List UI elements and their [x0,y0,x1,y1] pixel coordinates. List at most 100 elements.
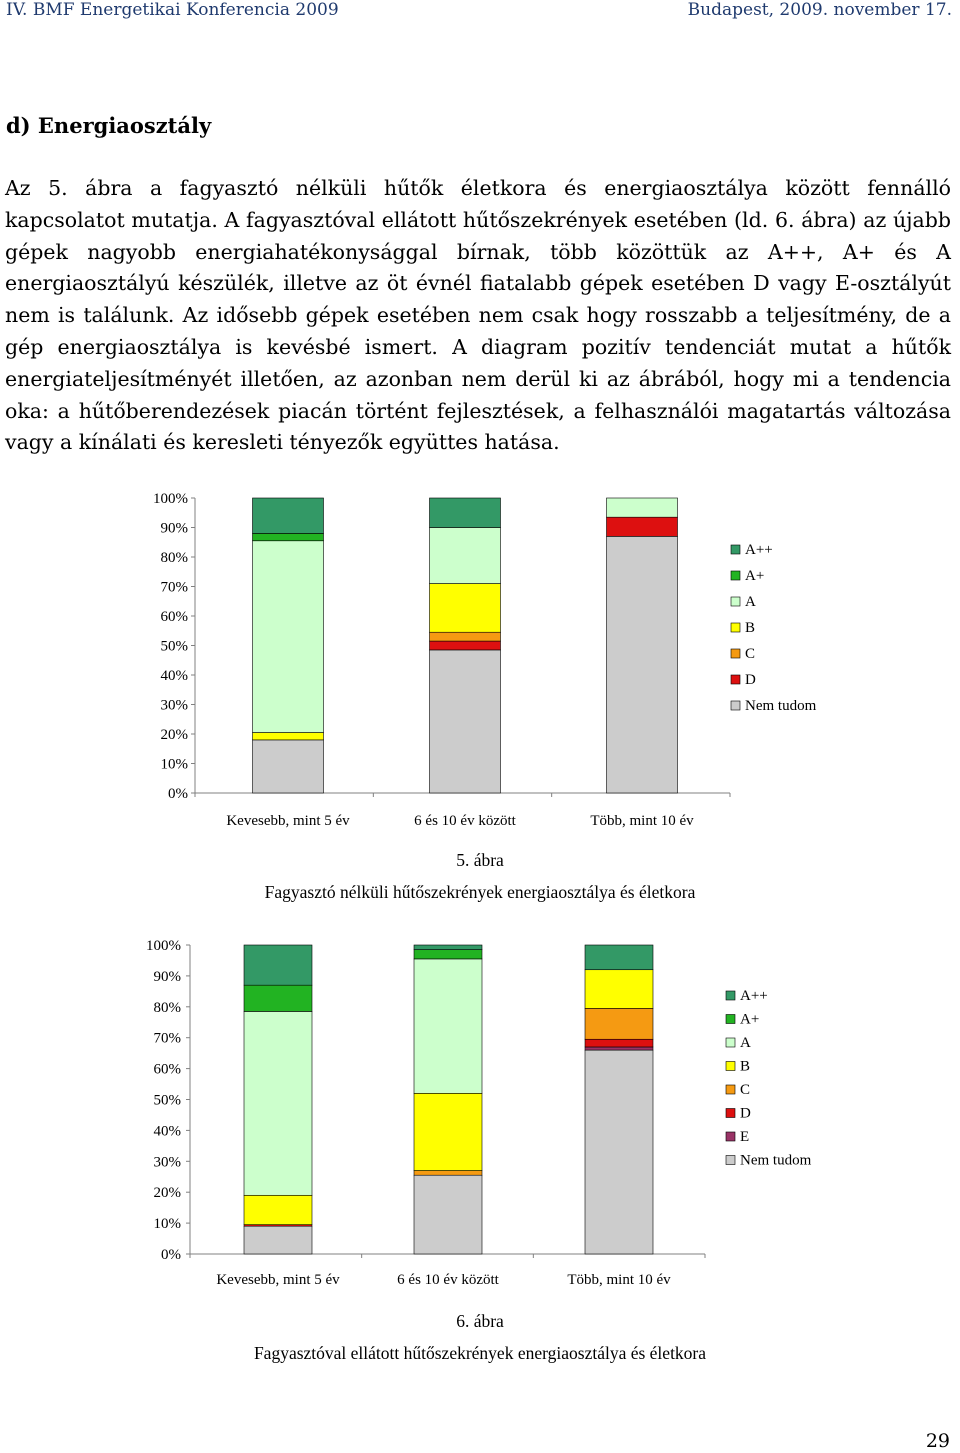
x-category-label: Több, mint 10 év [590,813,694,829]
bar-segment [413,944,483,950]
y-tick-label: 70% [161,580,189,596]
legend-label: A [740,1035,751,1051]
bar-segment [429,527,501,584]
figure-5-number: 5. ábra [456,850,504,870]
bar-segment [606,516,678,537]
legend-label: A++ [745,542,773,558]
section-title: d) Energiaosztály [6,113,212,138]
legend-swatch [725,1037,736,1048]
bar-segment [413,1174,483,1255]
bar-segment [584,944,654,971]
bar-segment [429,649,501,794]
y-tick-label: 20% [154,1185,182,1201]
legend-swatch [730,596,741,607]
y-tick-label: 10% [161,757,189,773]
running-header-date: Budapest, 2009. november 17. [687,0,952,20]
legend-swatch [725,1155,736,1165]
figure-5-caption-block: 5. ábra Fagyasztó nélküli hűtőszekrények… [0,844,960,908]
bar-segment [413,1170,483,1176]
y-tick-label: 70% [154,1031,182,1047]
y-tick-label: 90% [161,521,189,537]
bar-segment [243,984,313,1012]
page-number: 29 [925,1430,950,1452]
y-tick-label: 60% [154,1062,182,1078]
y-tick-label: 60% [161,609,189,625]
bar-segment [252,497,324,534]
bar-segment [413,1093,483,1171]
running-header-conference: IV. BMF Energetikai Konferencia 2009 [6,0,339,20]
bar-segment [252,540,324,733]
legend-label: A+ [740,1012,759,1028]
bar-segment [429,583,501,633]
legend-label: E [740,1129,749,1145]
bar-segment [243,944,313,986]
legend-swatch [725,1131,736,1142]
x-category-label: Kevesebb, mint 5 év [226,813,350,829]
y-tick-label: 0% [161,1247,181,1263]
legend-label: A [745,594,756,610]
y-tick-label: 40% [154,1123,182,1139]
bar-segment [252,732,324,741]
legend-label: B [740,1059,750,1075]
x-category-label: 6 és 10 év között [397,1272,499,1288]
bar-segment [252,739,324,794]
x-category-label: Több, mint 10 év [567,1272,671,1288]
legend-swatch [730,622,741,633]
y-tick-label: 30% [161,698,189,714]
bar-segment [606,536,678,794]
bar-segment [584,1038,654,1048]
y-tick-label: 80% [154,1000,182,1016]
y-tick-label: 80% [161,550,189,566]
legend-label: Nem tudom [745,698,817,714]
legend-label: A++ [740,988,768,1004]
legend-label: D [740,1106,751,1122]
bar-segment [606,497,678,518]
bar-segment [429,631,501,642]
legend-swatch [725,990,736,1001]
y-tick-label: 100% [146,938,181,954]
figure-5-caption: Fagyasztó nélküli hűtőszekrények energia… [264,882,696,902]
bar-segment [413,958,483,1094]
legend-swatch [730,674,741,685]
y-tick-label: 0% [168,786,188,802]
bar-segment [584,1046,654,1051]
bar-segment [584,969,654,1009]
figure-5-chart: 0% 10% 20% 30% 40% 50% 60% 70% 80% 90% 100% Keveseb… [153,491,817,829]
legend-swatch [730,700,741,711]
y-tick-label: 100% [153,491,188,507]
y-tick-label: 50% [154,1093,182,1109]
x-category-label: Kevesebb, mint 5 év [216,1272,340,1288]
legend-label: C [740,1082,750,1098]
x-category-label: 6 és 10 év között [414,813,516,829]
bar-segment [429,640,501,651]
bar-segment [429,497,501,528]
bar-segment [584,1008,654,1040]
y-tick-label: 10% [154,1216,182,1232]
figure-6-number: 6. ábra [456,1311,504,1331]
legend-swatch [725,1014,736,1024]
legend-label: Nem tudom [740,1153,812,1169]
bar-segment [243,1011,313,1196]
legend-label: A+ [745,568,764,584]
legend-label: B [745,620,755,636]
legend-swatch [725,1108,736,1118]
legend-swatch [730,544,741,555]
legend-label: C [745,646,755,662]
legend-swatch [725,1084,736,1095]
legend-swatch [730,648,741,659]
legend-swatch [725,1061,736,1071]
y-tick-label: 20% [161,727,189,743]
y-tick-label: 90% [154,969,182,985]
bar-segment [413,949,483,960]
figure-6-chart: 0% 10% 20% 30% 40% 50% 60% 70% 80% 90% 100% Keveseb… [146,938,812,1288]
legend-label: D [745,672,756,688]
bar-segment [243,1225,313,1255]
bar-segment [584,1049,654,1255]
y-tick-label: 50% [161,639,189,655]
y-tick-label: 40% [161,668,189,684]
figure-6-caption: Fagyasztóval ellátott hűtőszekrények ene… [253,1343,707,1363]
body-paragraph: Az 5. ábra a fagyasztó nélküli hűtők éle… [5,176,951,455]
bar-segment [243,1194,313,1225]
figure-6-caption-block: 6. ábra Fagyasztóval ellátott hűtőszekré… [0,1305,960,1369]
legend-swatch [730,570,741,581]
